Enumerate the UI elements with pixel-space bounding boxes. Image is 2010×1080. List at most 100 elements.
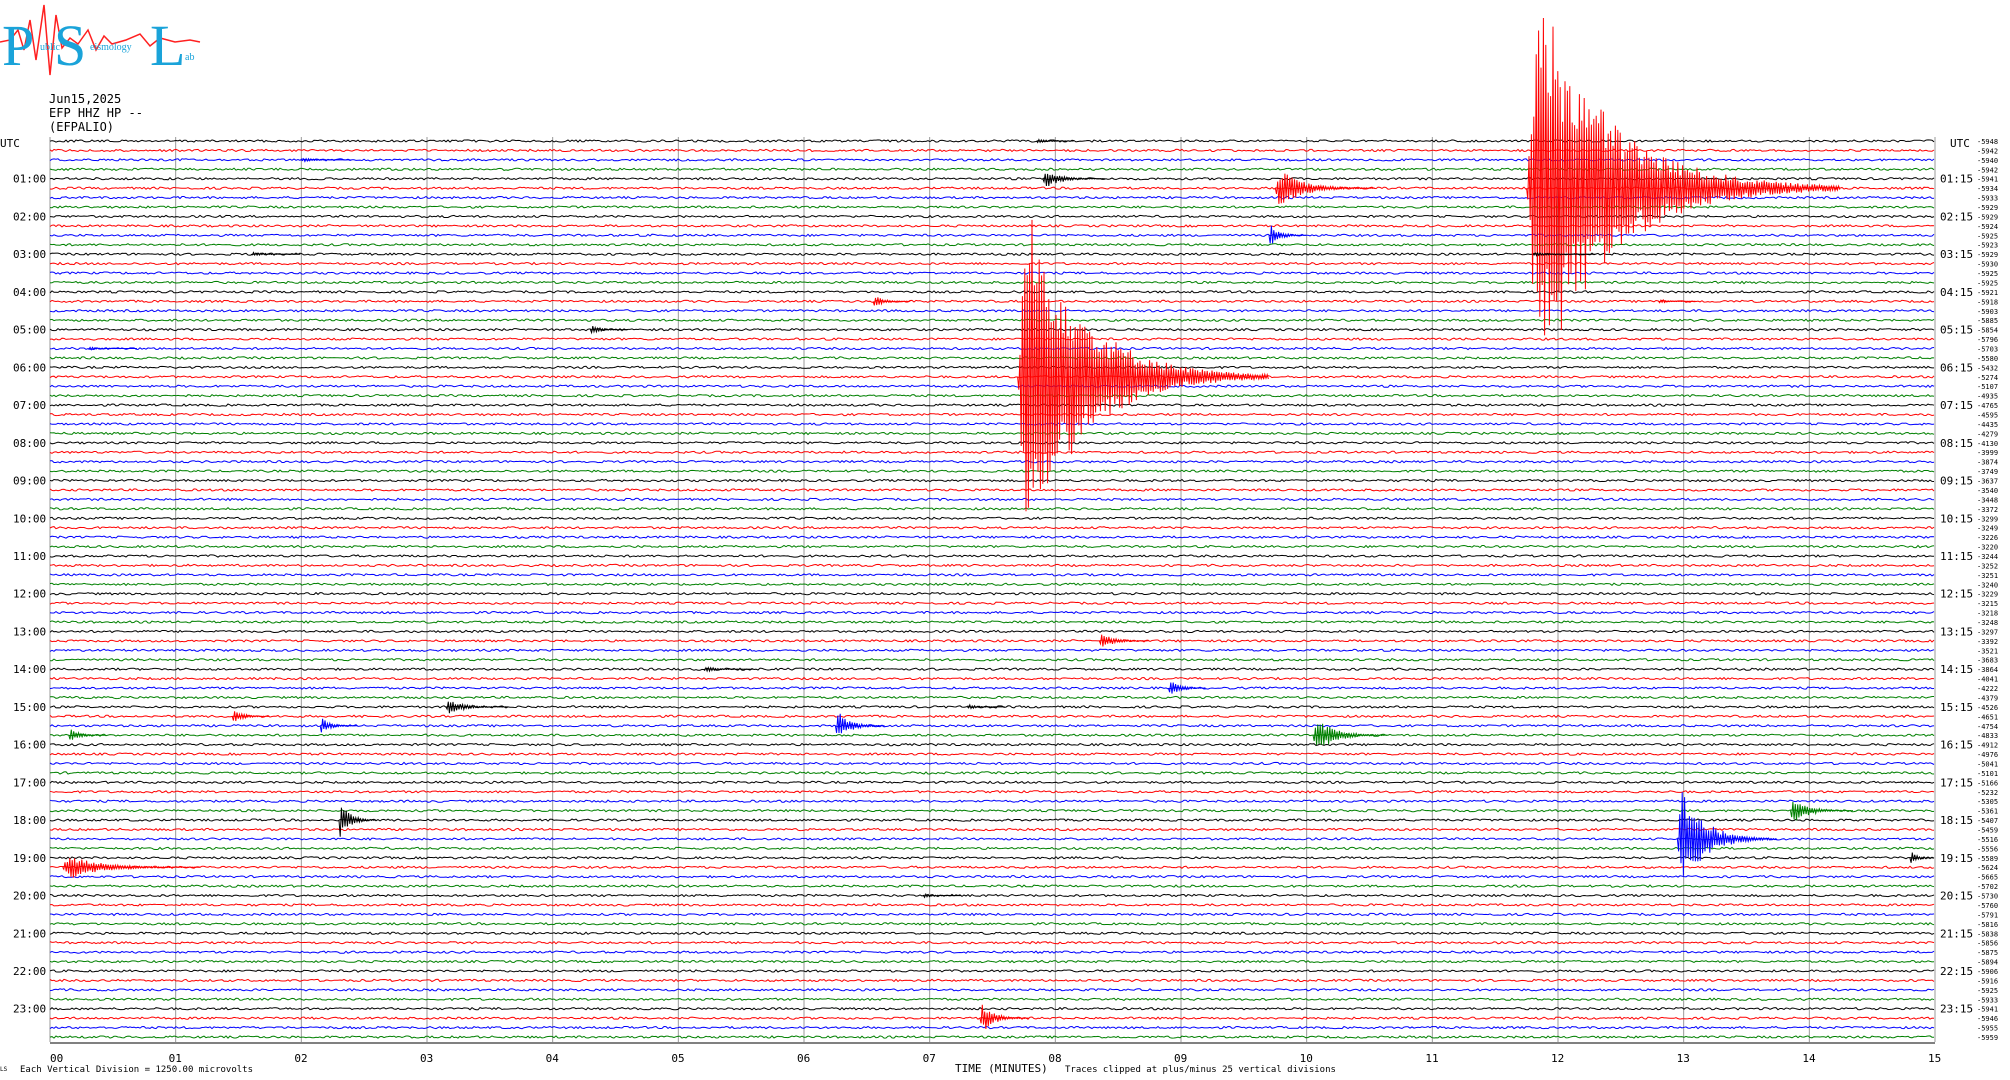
trace-row-92 [49, 1006, 1935, 1011]
trace-offset-label: -5796 [1977, 336, 1998, 344]
trace-row-6 [49, 195, 1935, 200]
trace-offset-label: -4279 [1977, 430, 1998, 438]
trace-row-35 [49, 469, 1935, 473]
trace-row-39 [49, 507, 1935, 511]
trace-offset-label: -5838 [1977, 930, 1998, 938]
x-tick-label: 07 [923, 1052, 936, 1065]
seismic-events [62, 17, 1935, 1030]
trace-offset-label: -5760 [1977, 902, 1998, 910]
trace-offset-label: -3392 [1977, 638, 1998, 646]
event-waveform-24 [1790, 801, 1854, 821]
trace-offset-label: -5925 [1977, 270, 1998, 278]
event-waveform-16 [445, 701, 509, 714]
trace-offset-label: -3220 [1977, 544, 1998, 552]
event-waveform-29 [979, 1004, 1030, 1030]
trace-offset-label: -3218 [1977, 610, 1998, 618]
event-waveform-0 [1036, 138, 1074, 144]
event-waveform-27 [62, 858, 201, 878]
event-waveform-3 [1274, 173, 1376, 204]
event-waveform-26 [1909, 852, 1935, 863]
x-tick-label: 06 [797, 1052, 810, 1065]
trace-offset-label: -4651 [1977, 713, 1998, 721]
trace-offset-label: -3521 [1977, 647, 1998, 655]
trace-row-76 [49, 856, 1935, 860]
trace-row-95 [49, 1035, 1935, 1039]
trace-offset-label: -3240 [1977, 581, 1998, 589]
event-waveform-11 [1532, 251, 1596, 257]
trace-offset-label: -5959 [1977, 1034, 1998, 1042]
event-waveform-1 [301, 157, 351, 163]
left-hour-label: 07:00 [13, 399, 46, 412]
event-waveform-8 [87, 346, 137, 351]
trace-offset-label: -5923 [1977, 242, 1998, 250]
trace-offset-label: -5665 [1977, 874, 1998, 882]
trace-offset-label: -5101 [1977, 770, 1998, 778]
event-waveform-15 [1167, 682, 1206, 694]
footer-clip-note: Traces clipped at plus/minus 25 vertical… [1065, 1065, 1336, 1075]
event-waveform-25 [1676, 792, 1778, 876]
event-waveform-21 [68, 729, 107, 740]
trace-offset-label: -3999 [1977, 449, 1998, 457]
trace-row-22 [49, 346, 1935, 351]
trace-row-34 [49, 459, 1935, 464]
trace-row-31 [49, 431, 1935, 436]
trace-row-65 [49, 752, 1935, 756]
left-hour-label: 12:00 [13, 588, 46, 601]
trace-row-78 [49, 874, 1935, 879]
trace-offset-labels: -5948-5942-5940-5942-5941-5934-5933-5929… [1977, 138, 1998, 1042]
event-waveform-6 [872, 297, 911, 306]
trace-row-81 [49, 903, 1935, 907]
trace-row-73 [49, 827, 1935, 832]
trace-row-66 [49, 761, 1935, 766]
trace-row-71 [49, 808, 1935, 813]
trace-offset-label: -5580 [1977, 355, 1998, 363]
trace-offset-label: -3248 [1977, 619, 1998, 627]
trace-offset-label: -5948 [1977, 138, 1998, 146]
trace-offset-label: -4435 [1977, 421, 1998, 429]
trace-offset-label: -5166 [1977, 779, 1998, 787]
left-hour-label: 11:00 [13, 550, 46, 563]
trace-offset-label: -5791 [1977, 911, 1998, 919]
event-waveform-23 [338, 807, 377, 837]
trace-offset-label: -4526 [1977, 704, 1998, 712]
trace-offset-label: -5933 [1977, 195, 1998, 203]
trace-offset-label: -5516 [1977, 836, 1998, 844]
right-hour-label: 12:15 [1940, 588, 1973, 601]
left-axis-title: UTC [0, 137, 20, 150]
left-hour-label: 03:00 [13, 248, 46, 261]
left-hour-label: 13:00 [13, 625, 46, 638]
trace-offset-label: -5556 [1977, 845, 1998, 853]
trace-row-29 [49, 412, 1935, 417]
left-hour-label: 04:00 [13, 286, 46, 299]
trace-row-74 [49, 837, 1935, 841]
trace-offset-label: -5885 [1977, 317, 1998, 325]
x-tick-label: 01 [169, 1052, 182, 1065]
logo-seismogram [0, 4, 201, 76]
event-waveform-20 [834, 713, 885, 734]
trace-offset-label: -5107 [1977, 383, 1998, 391]
right-hour-label: 22:15 [1940, 965, 1973, 978]
right-hour-label: 19:15 [1940, 852, 1973, 865]
left-hour-label: 18:00 [13, 814, 46, 827]
trace-row-52 [49, 629, 1935, 634]
left-hour-label: 02:00 [13, 210, 46, 223]
trace-row-89 [49, 978, 1935, 983]
trace-row-5 [49, 186, 1935, 190]
right-hour-label: 08:15 [1940, 437, 1973, 450]
left-hour-label: 16:00 [13, 739, 46, 752]
trace-row-84 [49, 931, 1935, 936]
trace-offset-label: -5918 [1977, 298, 1998, 306]
right-hour-label: 06:15 [1940, 361, 1973, 374]
right-hour-label: 14:15 [1940, 663, 1973, 676]
trace-offset-label: -3683 [1977, 657, 1998, 665]
right-hour-label: 18:15 [1940, 814, 1973, 827]
trace-row-54 [49, 648, 1935, 653]
right-hour-label: 11:15 [1940, 550, 1973, 563]
right-hour-label: 15:15 [1940, 701, 1973, 714]
trace-offset-label: -5942 [1977, 147, 1998, 155]
trace-row-64 [49, 742, 1935, 747]
x-tick-label: 02 [294, 1052, 307, 1065]
trace-offset-label: -5933 [1977, 996, 1998, 1004]
right-hour-label: 17:15 [1940, 776, 1973, 789]
